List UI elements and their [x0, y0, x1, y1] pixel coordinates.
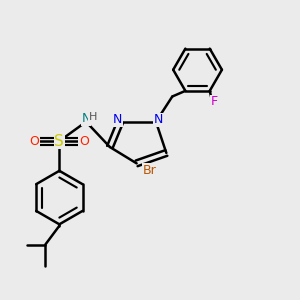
Text: F: F: [211, 95, 218, 108]
Text: H: H: [89, 112, 97, 122]
Text: N: N: [154, 113, 163, 126]
Text: O: O: [79, 135, 89, 148]
Text: S: S: [55, 134, 64, 148]
Text: O: O: [30, 135, 40, 148]
Text: Br: Br: [143, 164, 157, 177]
Text: N: N: [113, 113, 123, 126]
Text: N: N: [81, 112, 91, 125]
